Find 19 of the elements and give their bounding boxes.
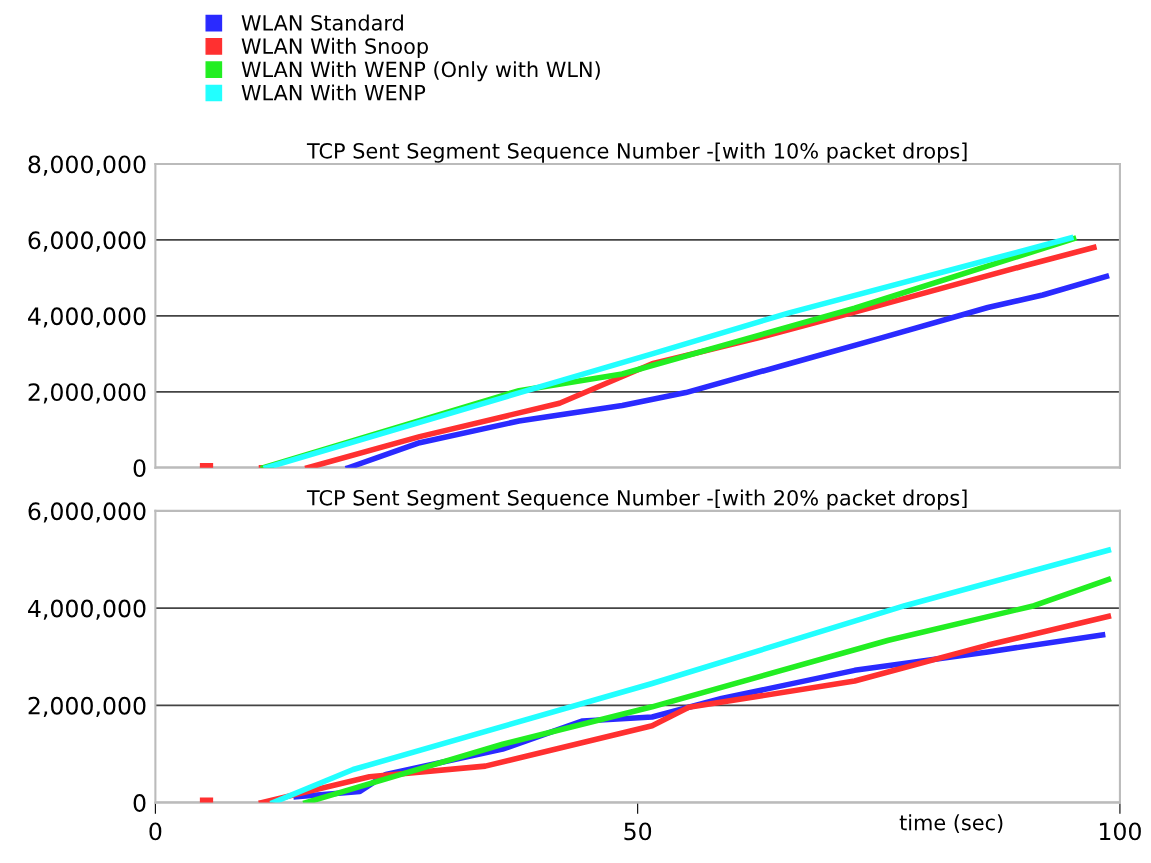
y-tick-label: 6,000,000 bbox=[28, 502, 146, 523]
y-tick-label: 0 bbox=[133, 794, 146, 812]
chart-title: TCP Sent Segment Sequence Number -[with 20% packet drops] bbox=[306, 489, 967, 510]
y-tick-label: 2,000,000 bbox=[28, 696, 146, 718]
chart-title: TCP Sent Segment Sequence Number -[with 10% packet drops] bbox=[306, 142, 967, 163]
y-tick-label: 4,000,000 bbox=[28, 307, 146, 328]
y-tick-label: 6,000,000 bbox=[28, 231, 146, 252]
x-tick-label: 0 bbox=[149, 822, 162, 841]
y-tick-label: 2,000,000 bbox=[28, 383, 146, 404]
x-tick-label: 50 bbox=[624, 822, 652, 841]
legend-label: WLAN Standard bbox=[241, 14, 403, 31]
y-tick-label: 0 bbox=[133, 459, 146, 478]
y-tick-label: 8,000,000 bbox=[28, 155, 146, 176]
y-tick-label: 4,000,000 bbox=[28, 599, 146, 620]
legend-label: WLAN With WENP bbox=[241, 84, 426, 101]
legend-label: WLAN With WENP (Only with WLN) bbox=[241, 61, 600, 82]
legend-label: WLAN With Snoop bbox=[241, 37, 428, 59]
x-tick-label: 100 bbox=[1099, 822, 1141, 841]
x-axis-title: time (sec) bbox=[899, 814, 1003, 833]
